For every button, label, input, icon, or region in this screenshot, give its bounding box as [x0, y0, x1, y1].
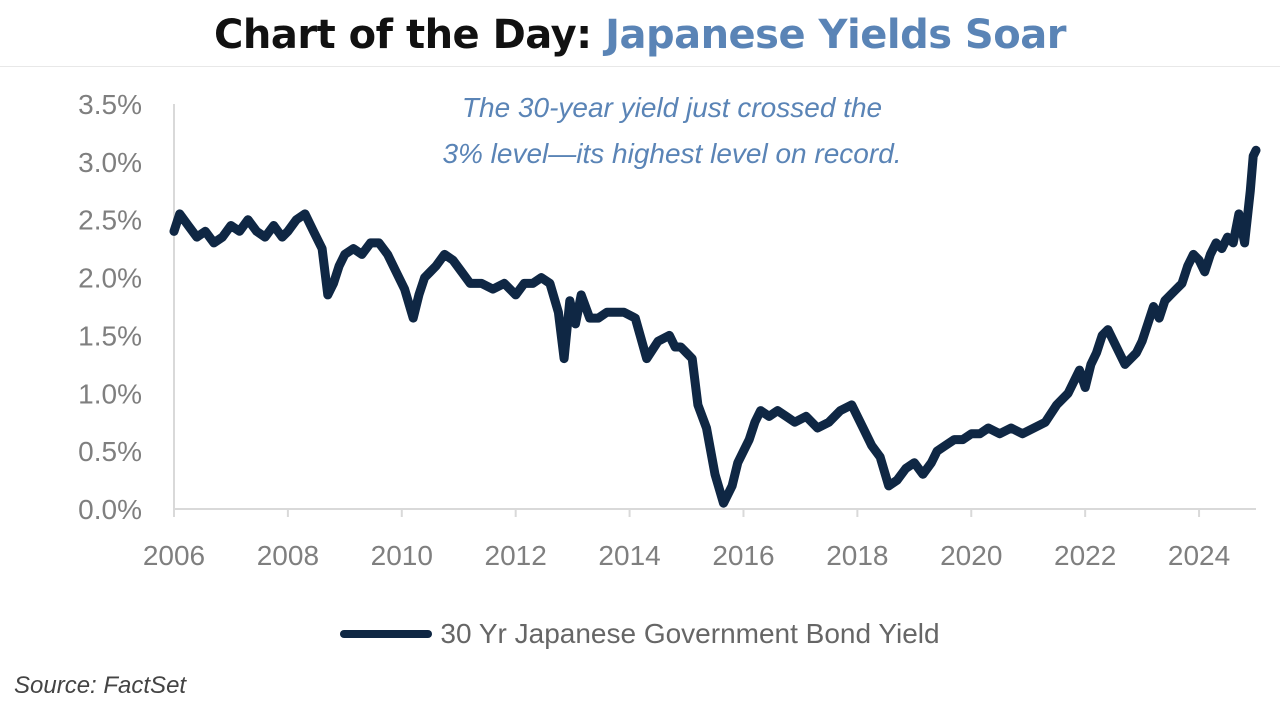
x-tick-label: 2012	[485, 540, 547, 571]
y-tick-label: 3.0%	[78, 147, 142, 178]
x-tick-label: 2014	[598, 540, 660, 571]
y-tick-label: 1.0%	[78, 378, 142, 409]
x-tick-label: 2018	[826, 540, 888, 571]
x-tick-label: 2024	[1168, 540, 1230, 571]
x-tick-label: 2016	[712, 540, 774, 571]
line-chart: 0.0% 0.5% 1.0% 1.5% 2.0% 2.5% 3.0% 3.5% 2006 2008…	[78, 89, 1261, 571]
y-tick-label: 2.0%	[78, 263, 142, 294]
chart-legend: 30 Yr Japanese Government Bond Yield	[0, 618, 1280, 650]
x-tick-label: 2022	[1054, 540, 1116, 571]
chart-annotation-line: 3% level—its highest level on record.	[442, 138, 901, 169]
chart-annotation-line: The 30-year yield just crossed the	[462, 92, 882, 123]
y-tick-label: 3.5%	[78, 89, 142, 120]
x-tick-label: 2020	[940, 540, 1002, 571]
series-line-jgb-30yr	[169, 145, 1261, 508]
chart-title-main: Chart of the Day:	[214, 12, 592, 58]
y-tick-label: 0.0%	[78, 494, 142, 525]
x-tick-label: 2010	[371, 540, 433, 571]
x-tick-label: 2006	[143, 540, 205, 571]
y-tick-label: 1.5%	[78, 320, 142, 351]
source-note: Source: FactSet	[14, 672, 187, 699]
chart-title-accent: Japanese Yields Soar	[605, 12, 1066, 58]
y-tick-label: 0.5%	[78, 436, 142, 467]
legend-label: 30 Yr Japanese Government Bond Yield	[440, 618, 940, 649]
y-tick-label: 2.5%	[78, 205, 142, 236]
chart-title: Chart of the Day: Japanese Yields Soar	[0, 12, 1280, 58]
title-divider	[0, 66, 1280, 67]
x-tick-label: 2008	[257, 540, 319, 571]
legend-swatch	[340, 630, 433, 638]
